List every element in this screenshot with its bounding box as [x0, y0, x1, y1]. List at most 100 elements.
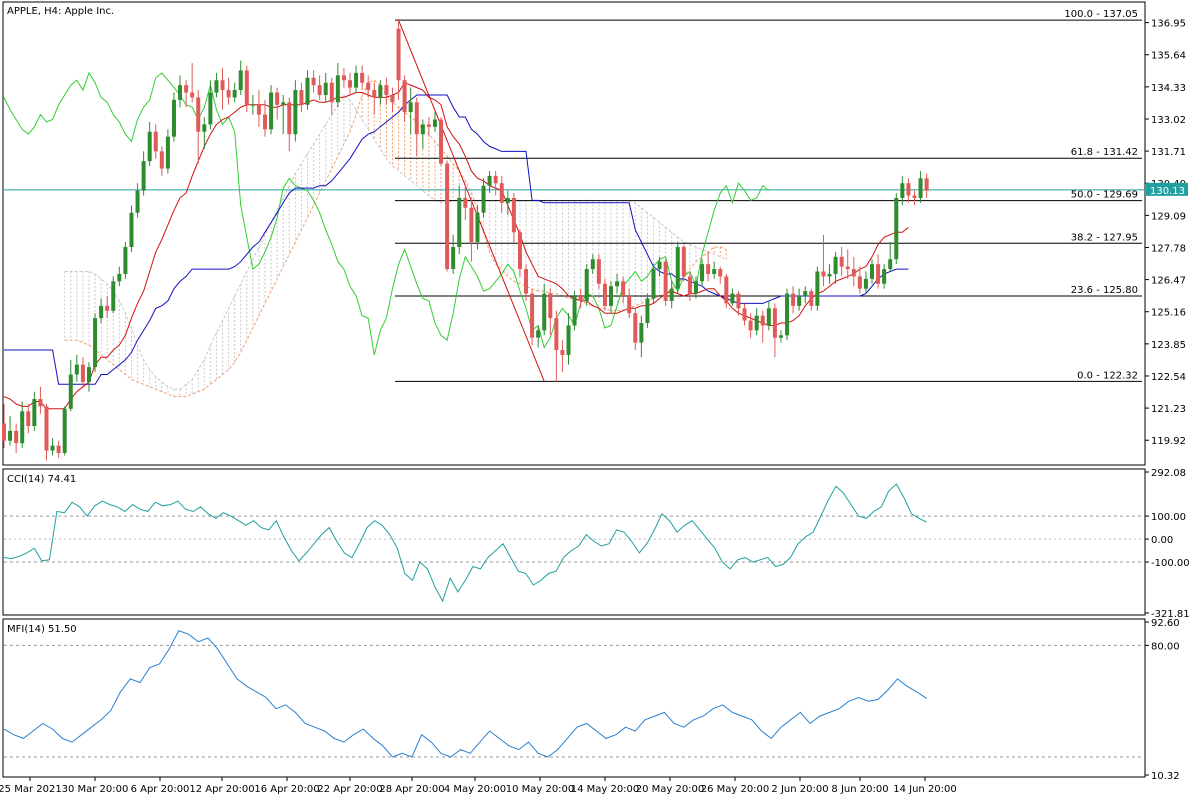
candle[interactable] — [651, 264, 656, 304]
candle[interactable] — [493, 170, 498, 196]
candle[interactable] — [590, 254, 595, 274]
candle[interactable] — [487, 170, 492, 194]
fibonacci-retracement[interactable]: 100.0 - 137.05 61.8 - 131.42 50.0 - 129.69… — [395, 9, 1142, 382]
candle[interactable] — [778, 330, 783, 343]
candle[interactable] — [311, 70, 316, 93]
candle[interactable] — [451, 234, 456, 274]
candle[interactable] — [20, 401, 25, 449]
candle[interactable] — [147, 121, 152, 167]
candle[interactable] — [2, 403, 6, 449]
candle[interactable] — [863, 271, 868, 294]
candle[interactable] — [748, 313, 753, 338]
candle[interactable] — [372, 82, 377, 115]
candle[interactable] — [572, 291, 577, 331]
candle[interactable] — [469, 200, 474, 262]
candle[interactable] — [99, 298, 104, 324]
candle[interactable] — [530, 288, 535, 346]
candle[interactable] — [196, 90, 201, 164]
candle[interactable] — [566, 313, 571, 365]
candle[interactable] — [760, 310, 765, 343]
candle[interactable] — [524, 264, 529, 301]
candle[interactable] — [293, 80, 298, 142]
candle[interactable] — [499, 175, 504, 213]
candle[interactable] — [505, 190, 510, 216]
candle[interactable] — [542, 283, 547, 336]
mfi-plot-area[interactable] — [3, 629, 1144, 758]
candle[interactable] — [615, 273, 620, 294]
candle[interactable] — [445, 161, 450, 272]
candle[interactable] — [700, 259, 705, 287]
candle[interactable] — [396, 18, 401, 100]
candle[interactable] — [220, 67, 225, 110]
candle[interactable] — [681, 244, 686, 282]
candle[interactable] — [420, 119, 425, 149]
candle[interactable] — [238, 60, 243, 95]
candle[interactable] — [785, 288, 790, 341]
candle[interactable] — [93, 313, 98, 373]
candle[interactable] — [693, 276, 698, 299]
candle[interactable] — [639, 315, 644, 358]
candle[interactable] — [457, 185, 462, 255]
candle[interactable] — [317, 75, 322, 100]
candle[interactable] — [876, 254, 881, 289]
candle[interactable] — [621, 276, 626, 304]
candle[interactable] — [323, 72, 328, 103]
candle[interactable] — [548, 288, 553, 336]
candle[interactable] — [900, 175, 905, 206]
candle[interactable] — [287, 97, 292, 152]
candle[interactable] — [105, 296, 110, 319]
candle[interactable] — [918, 170, 923, 203]
candle[interactable] — [281, 94, 286, 135]
candle[interactable] — [517, 229, 522, 277]
candle[interactable] — [463, 185, 468, 221]
candle[interactable] — [263, 99, 268, 137]
candle[interactable] — [226, 77, 231, 105]
candle[interactable] — [129, 205, 134, 252]
candle[interactable] — [341, 67, 346, 88]
candle[interactable] — [111, 276, 116, 314]
candle[interactable] — [408, 87, 413, 135]
candle[interactable] — [772, 303, 777, 358]
candle[interactable] — [675, 242, 680, 294]
candle[interactable] — [299, 82, 304, 113]
candle[interactable] — [857, 266, 862, 294]
candle[interactable] — [596, 254, 601, 289]
candle[interactable] — [74, 354, 79, 382]
candle[interactable] — [888, 242, 893, 272]
candle[interactable] — [117, 266, 122, 287]
candle[interactable] — [414, 97, 419, 157]
candle[interactable] — [335, 63, 340, 108]
candle[interactable] — [439, 117, 444, 167]
candle[interactable] — [657, 256, 662, 277]
candle[interactable] — [633, 308, 638, 350]
candle[interactable] — [123, 242, 128, 279]
candle[interactable] — [870, 259, 875, 284]
candle[interactable] — [165, 129, 170, 174]
candle[interactable] — [742, 303, 747, 326]
candle[interactable] — [432, 112, 437, 132]
candle[interactable] — [80, 357, 85, 387]
candle[interactable] — [839, 246, 844, 277]
candle[interactable] — [815, 266, 820, 311]
candle[interactable] — [736, 291, 741, 316]
candle[interactable] — [845, 249, 850, 279]
candle[interactable] — [366, 75, 371, 98]
candle[interactable] — [202, 117, 207, 149]
candle[interactable] — [426, 117, 431, 137]
candle[interactable] — [402, 75, 407, 122]
candle[interactable] — [68, 359, 73, 412]
candle[interactable] — [882, 264, 887, 289]
candle[interactable] — [797, 288, 802, 311]
candle[interactable] — [560, 340, 565, 373]
candle[interactable] — [38, 386, 43, 414]
candle[interactable] — [511, 193, 516, 243]
candle[interactable] — [141, 151, 146, 196]
candle[interactable] — [602, 278, 607, 311]
candle[interactable] — [827, 264, 832, 284]
candle[interactable] — [384, 77, 389, 105]
candle[interactable] — [178, 75, 183, 108]
candle[interactable] — [663, 259, 668, 306]
candle[interactable] — [354, 65, 359, 93]
candle[interactable] — [481, 178, 486, 218]
candle[interactable] — [184, 80, 189, 108]
